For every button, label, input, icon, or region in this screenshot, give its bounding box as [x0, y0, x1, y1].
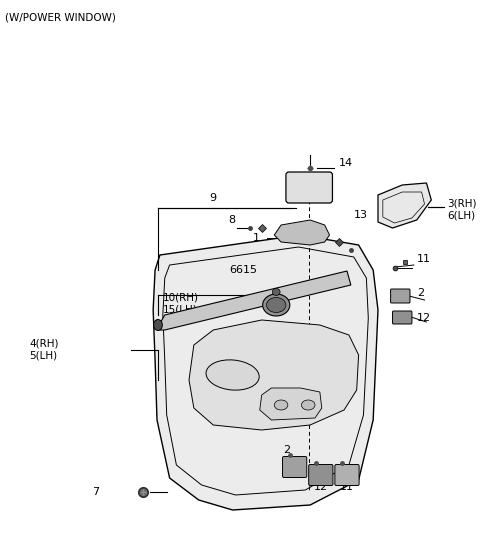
- Ellipse shape: [154, 320, 162, 331]
- Text: 13: 13: [354, 210, 368, 220]
- Text: 5(LH): 5(LH): [29, 351, 57, 361]
- Ellipse shape: [206, 360, 259, 390]
- Text: 6615: 6615: [230, 265, 258, 275]
- Text: 7: 7: [92, 487, 99, 497]
- Text: 9: 9: [210, 193, 217, 203]
- Text: 12: 12: [417, 313, 431, 323]
- Text: 6(LH): 6(LH): [447, 210, 475, 220]
- Ellipse shape: [266, 298, 286, 312]
- FancyBboxPatch shape: [309, 465, 333, 486]
- FancyBboxPatch shape: [393, 311, 412, 324]
- Text: 10(RH): 10(RH): [163, 293, 199, 303]
- Polygon shape: [158, 271, 351, 330]
- Text: 14: 14: [339, 158, 353, 168]
- Polygon shape: [189, 320, 359, 430]
- FancyBboxPatch shape: [286, 172, 333, 203]
- Ellipse shape: [274, 400, 288, 410]
- Polygon shape: [260, 388, 322, 420]
- Text: 2: 2: [283, 445, 290, 455]
- Text: 12: 12: [314, 482, 328, 492]
- Ellipse shape: [272, 289, 280, 295]
- Text: 8: 8: [228, 215, 236, 225]
- Ellipse shape: [301, 400, 315, 410]
- Text: (W/POWER WINDOW): (W/POWER WINDOW): [5, 12, 116, 22]
- Ellipse shape: [263, 294, 290, 316]
- Text: 15(LH): 15(LH): [163, 305, 198, 315]
- Text: 2: 2: [417, 288, 424, 298]
- Polygon shape: [274, 220, 330, 245]
- Polygon shape: [153, 235, 378, 510]
- FancyBboxPatch shape: [283, 456, 307, 477]
- Text: 11: 11: [340, 482, 354, 492]
- Text: 1: 1: [253, 233, 260, 243]
- FancyBboxPatch shape: [391, 289, 410, 303]
- Text: 3(RH): 3(RH): [447, 198, 476, 208]
- Polygon shape: [378, 183, 432, 228]
- Text: 4(RH): 4(RH): [29, 339, 59, 349]
- FancyBboxPatch shape: [335, 465, 359, 486]
- Text: 11: 11: [417, 254, 431, 264]
